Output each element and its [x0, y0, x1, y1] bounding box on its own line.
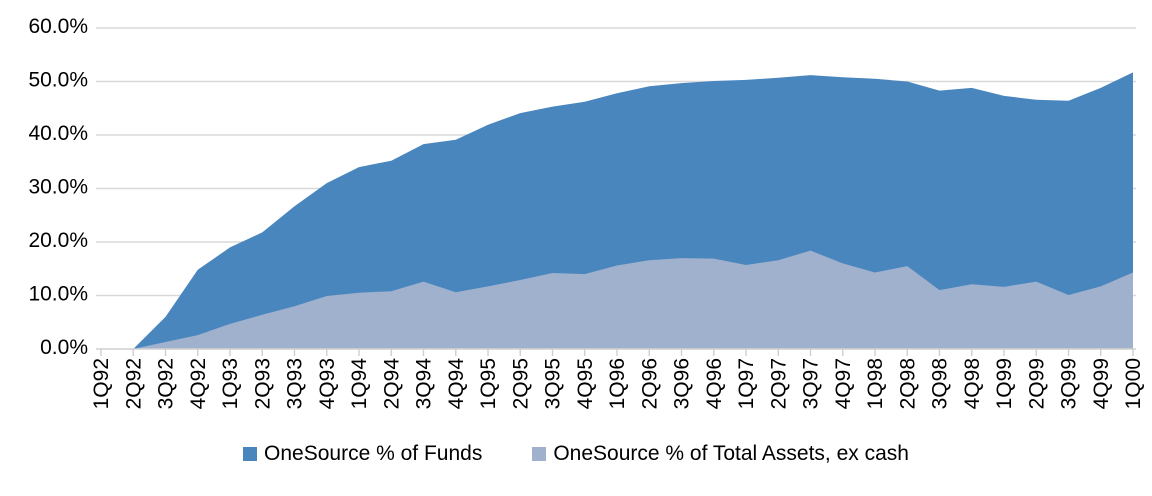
y-axis-label: 40.0%: [28, 122, 88, 145]
x-axis-label: 4Q92: [187, 358, 210, 409]
x-axis-label: 2Q92: [122, 358, 145, 409]
y-axis-label: 60.0%: [28, 15, 88, 38]
x-axis-label: 3Q99: [1058, 358, 1081, 409]
funds-series-swatch: [243, 446, 258, 461]
x-axis-label: 2Q99: [1025, 358, 1048, 409]
x-axis-label: 1Q94: [348, 358, 371, 410]
x-axis-label: 3Q94: [413, 358, 436, 410]
x-axis-label: 3Q92: [155, 358, 178, 409]
x-axis-label: 3Q95: [542, 358, 565, 409]
x-axis-label: 1Q99: [993, 358, 1016, 409]
x-axis-label: 2Q94: [380, 358, 403, 410]
x-axis-label: 3Q93: [284, 358, 307, 409]
x-axis-label: 1Q00: [1122, 358, 1145, 409]
x-axis-label: 2Q98: [896, 358, 919, 409]
x-axis-label: 1Q97: [735, 358, 758, 409]
chart-legend: OneSource % of Funds OneSource % of Tota…: [0, 443, 1152, 464]
y-axis-label: 20.0%: [28, 229, 88, 252]
x-axis-label: 1Q98: [864, 358, 887, 409]
y-axis-label: 0.0%: [40, 336, 88, 359]
x-axis-label: 3Q97: [800, 358, 823, 409]
x-axis-label: 1Q96: [606, 358, 629, 409]
x-axis-label: 4Q94: [445, 358, 468, 410]
legend-item-assets: OneSource % of Total Assets, ex cash: [532, 443, 909, 464]
x-axis-label: 1Q95: [477, 358, 500, 409]
x-axis-label: 4Q96: [703, 358, 726, 409]
x-axis-label: 1Q92: [90, 358, 113, 409]
x-axis-label: 4Q97: [832, 358, 855, 409]
legend-item-funds: OneSource % of Funds: [243, 443, 482, 464]
y-axis-label: 50.0%: [28, 69, 88, 92]
x-axis-label: 3Q98: [929, 358, 952, 409]
x-axis-label: 2Q96: [638, 358, 661, 409]
assets-area-series: [101, 250, 1133, 349]
x-axis-label: 4Q99: [1090, 358, 1113, 409]
x-axis-label: 2Q97: [767, 358, 790, 409]
area-chart: 0.0% 10.0% 20.0% 30.0% 40.0% 50.0% 60.0% 1Q92 2Q…: [28, 15, 1145, 410]
x-axis-label: 1Q93: [219, 358, 242, 409]
x-axis-label: 2Q93: [251, 358, 274, 409]
assets-series-swatch: [532, 446, 547, 461]
x-axis-label: 4Q98: [961, 358, 984, 409]
legend-label-funds: OneSource % of Funds: [264, 442, 483, 465]
x-axis-label: 2Q95: [509, 358, 532, 409]
legend-label-assets: OneSource % of Total Assets, ex cash: [553, 442, 909, 465]
x-axis-label: 4Q93: [316, 358, 339, 409]
x-axis-label: 3Q96: [671, 358, 694, 409]
y-axis-label: 30.0%: [28, 176, 88, 199]
y-axis-label: 10.0%: [28, 283, 88, 306]
x-axis-label: 4Q95: [574, 358, 597, 409]
